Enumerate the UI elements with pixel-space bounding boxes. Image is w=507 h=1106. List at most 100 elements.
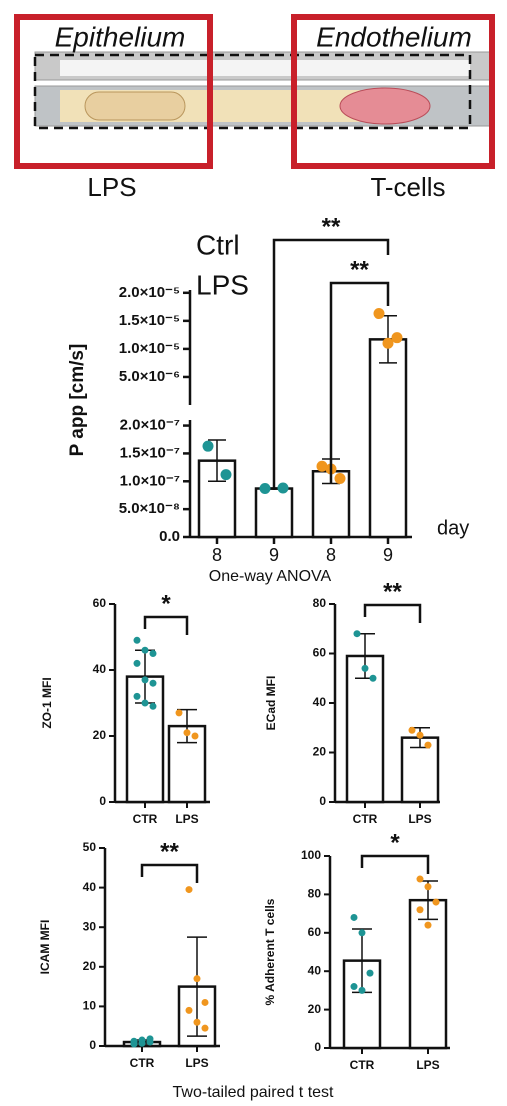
data-point (416, 731, 424, 739)
legend-entry: LPS (196, 269, 249, 300)
y-tick-label: 40 (313, 695, 327, 709)
epithelial-tissue (84, 91, 186, 121)
legend-entry: Ctrl (196, 229, 240, 260)
y-tick-label: 5.0×10⁻⁶ (119, 368, 180, 385)
footer: Two-tailed paired t test (173, 1084, 335, 1101)
y-tick-label: 1.5×10⁻⁷ (120, 444, 180, 461)
y-tick-label: 10 (83, 999, 97, 1013)
bar (345, 654, 385, 804)
data-point (141, 699, 149, 707)
data-point (201, 1024, 209, 1032)
y-tick-label: 5.0×10⁻⁸ (119, 500, 180, 517)
data-point (149, 650, 157, 657)
significance-label: ** (322, 213, 341, 240)
y-axis-label: ZO-1 MFI (40, 677, 54, 728)
epithelium-box (14, 14, 213, 169)
y-tick-label: 20 (313, 745, 327, 759)
data-point (133, 692, 141, 700)
y-axis-label: P app [cm/s] (67, 344, 88, 457)
data-point (138, 1036, 146, 1044)
significance-label: * (161, 590, 171, 617)
data-point (366, 969, 374, 977)
data-point (183, 729, 191, 737)
data-point (416, 875, 424, 883)
y-tick-label: 1.0×10⁻⁷ (120, 472, 180, 489)
data-point (133, 659, 141, 667)
data-point (334, 473, 346, 484)
significance-bracket (363, 603, 422, 623)
data-point (141, 646, 149, 654)
data-point (185, 886, 193, 894)
data-point (146, 1035, 154, 1043)
data-point (133, 636, 141, 644)
data-point (424, 921, 432, 929)
y-axis-label: ECad MFI (264, 676, 278, 731)
data-point (220, 469, 232, 481)
significance-bracket (329, 281, 390, 483)
y-tick-label: 40 (308, 963, 322, 977)
x-tick-label: 8 (212, 545, 222, 565)
significance-label: ** (350, 256, 369, 283)
bar (254, 487, 294, 539)
data-point (369, 674, 377, 682)
data-point (201, 998, 209, 1006)
device-diagram: Epithelium Endothelium LPS T-cells (14, 14, 495, 202)
endothelium-box (291, 14, 495, 169)
y-axis-label: ICAM MFI (38, 920, 52, 975)
y-tick-label: 40 (83, 880, 97, 894)
y-axis-label: % Adherent T cells (263, 898, 277, 1005)
data-point (391, 332, 403, 344)
significance-label: ** (383, 578, 402, 605)
data-point (353, 630, 361, 638)
x-tick-label: CTR (133, 812, 158, 826)
y-tick-label: 1.5×10⁻⁵ (119, 312, 180, 329)
y-tick-label: 2.0×10⁻⁵ (119, 284, 180, 301)
data-point (358, 929, 366, 937)
data-point (416, 906, 424, 914)
error-bar (208, 439, 226, 483)
bar (368, 338, 408, 539)
data-point (408, 726, 416, 734)
x-tick-label: LPS (175, 812, 198, 826)
y-tick-label: 2.0×10⁻⁷ (120, 417, 180, 434)
y-tick-label: 80 (308, 887, 322, 901)
y-tick-label: 0 (99, 794, 106, 808)
x-tick-label: CTR (353, 812, 378, 826)
data-point (277, 482, 289, 494)
x-tick-label: CTR (130, 1056, 155, 1070)
data-point (432, 898, 440, 906)
y-tick-label: 40 (93, 662, 107, 676)
y-tick-label: 0.0 (159, 528, 180, 545)
data-point (259, 483, 271, 495)
y-tick-label: 50 (83, 840, 97, 854)
diagram-caption: T-cells (370, 172, 445, 202)
data-point (424, 741, 432, 749)
data-point (350, 983, 358, 991)
data-point (149, 702, 157, 710)
y-tick-label: 80 (313, 596, 327, 610)
data-point (130, 1038, 138, 1046)
data-point (185, 1006, 193, 1014)
data-point (175, 709, 183, 717)
y-tick-label: 60 (93, 596, 107, 610)
x-axis-label: day (437, 517, 469, 539)
data-point (358, 986, 366, 994)
y-tick-label: 0 (89, 1038, 96, 1052)
dashed-outline (33, 53, 472, 130)
data-point (361, 664, 369, 672)
data-point (141, 676, 149, 684)
significance-bracket (360, 854, 430, 874)
data-point (316, 460, 328, 472)
data-point (202, 440, 214, 452)
y-tick-label: 30 (83, 919, 97, 933)
channel-gap (60, 60, 470, 76)
y-tick-label: 20 (93, 728, 107, 742)
data-point (193, 975, 201, 983)
x-tick-label: LPS (416, 1058, 439, 1072)
significance-bracket (143, 615, 189, 635)
x-tick-label: LPS (185, 1056, 208, 1070)
y-tick-label: 0 (314, 1040, 321, 1054)
data-point (424, 883, 432, 891)
data-point (191, 732, 199, 740)
